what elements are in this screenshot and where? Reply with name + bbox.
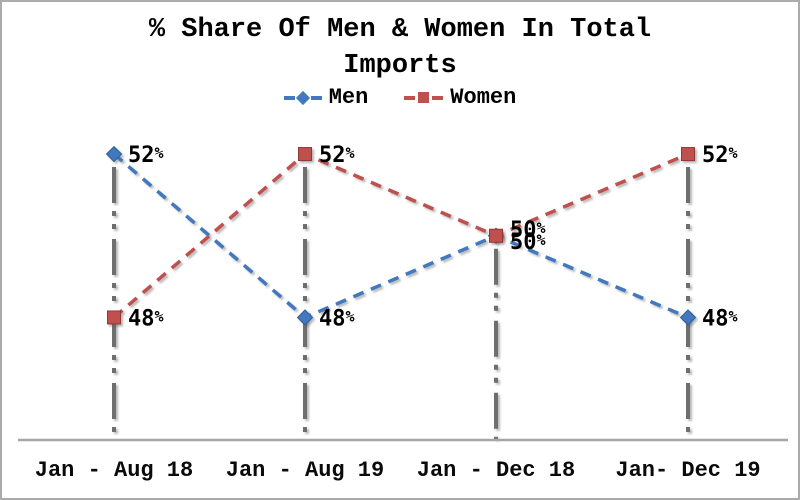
marker-diamond xyxy=(679,309,697,326)
x-axis-label: Jan - Aug 19 xyxy=(226,458,384,483)
legend-item-men: Men xyxy=(283,85,369,110)
series-line-men xyxy=(112,152,689,320)
data-label: 50% xyxy=(510,230,546,255)
legend-label-men: Men xyxy=(328,85,369,110)
women-line-marker-icon xyxy=(404,92,444,103)
chart-title: % Share Of Men & Women In Total Imports xyxy=(148,15,652,81)
x-axis-label: Jan - Aug 18 xyxy=(35,458,193,483)
men-line-marker-icon xyxy=(283,90,322,105)
series-men xyxy=(105,145,697,326)
marker-square xyxy=(107,310,121,325)
data-label: 48% xyxy=(128,306,164,331)
marker-diamond xyxy=(296,309,314,326)
marker-square xyxy=(298,147,312,162)
legend-label-women: Women xyxy=(450,85,517,110)
marker-square xyxy=(681,147,695,162)
x-axis-label: Jan- Dec 19 xyxy=(615,458,760,483)
marker-square xyxy=(489,228,503,243)
data-label: 50% xyxy=(510,218,546,243)
series-line-women xyxy=(112,152,689,319)
data-label: 48% xyxy=(319,306,355,331)
data-labels: 52% 48% 50% 48% 48% 52% 50% 52% xyxy=(128,143,738,331)
x-axis-label: Jan - Dec 18 xyxy=(417,458,575,483)
series-women xyxy=(107,147,695,325)
legend: Men Women xyxy=(2,85,798,110)
data-label: 52% xyxy=(128,143,164,168)
x-axis-labels: Jan - Aug 18 Jan - Aug 19 Jan - Dec 18 Jan-… xyxy=(35,458,761,483)
data-label: 48% xyxy=(702,306,738,331)
data-label: 52% xyxy=(319,143,355,168)
legend-item-women: Women xyxy=(404,85,516,110)
data-label: 52% xyxy=(702,143,738,168)
marker-diamond xyxy=(105,145,123,163)
category-drop-lines xyxy=(112,167,690,439)
